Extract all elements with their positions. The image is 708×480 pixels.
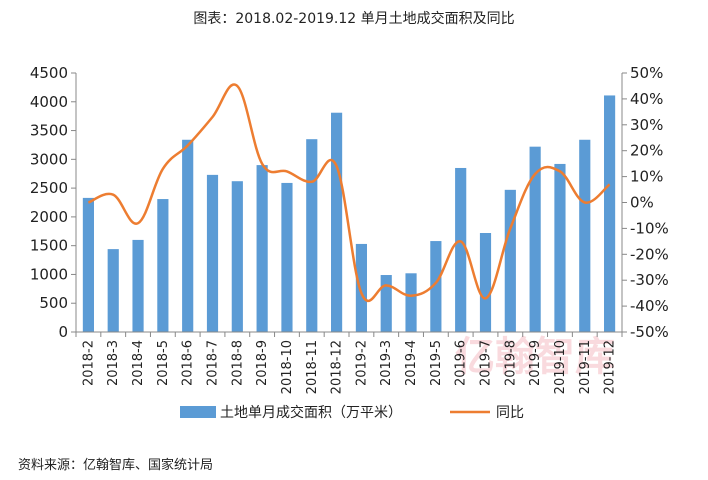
left-tick-label: 2000: [30, 208, 68, 226]
right-tick-label: 40%: [630, 90, 663, 108]
category-label: 2019-3: [379, 340, 394, 386]
watermark-text: 亿翰智库: [455, 334, 615, 380]
bar: [331, 112, 343, 332]
left-tick-label: 0: [58, 323, 68, 341]
bar: [82, 197, 94, 332]
bar: [504, 189, 516, 332]
category-label: 2018-7: [206, 340, 221, 386]
category-label: 2019-7: [479, 340, 494, 386]
left-tick-label: 4000: [30, 93, 68, 111]
category-label: 2019-12: [603, 340, 618, 394]
bar: [206, 174, 219, 332]
category-label: 2019-10: [553, 340, 568, 394]
legend-swatch-bar: [180, 406, 216, 418]
category-label: 2018-3: [106, 340, 121, 386]
chart-title: 图表：2018.02-2019.12 单月土地成交面积及同比: [193, 11, 515, 27]
bar: [579, 139, 591, 332]
category-label: 2019-9: [528, 340, 543, 386]
left-tick-label: 1500: [30, 237, 68, 255]
category-label: 2019-11: [578, 340, 593, 394]
category-labels: 2018-2 2018-3 2018-4 2018-5 2018-6 2018-7 2018…: [81, 340, 617, 394]
left-tick-label: 4500: [30, 64, 68, 82]
right-tick-label: 0%: [630, 194, 654, 212]
bar: [430, 241, 442, 332]
bar: [107, 249, 119, 332]
right-tick-label: 20%: [630, 142, 663, 160]
bar: [380, 275, 392, 332]
category-label: 2018-4: [131, 340, 146, 386]
bar: [529, 146, 541, 332]
category-label: 2019-6: [454, 340, 469, 386]
left-tick-label: 3000: [30, 150, 68, 168]
left-tick-label: 2500: [30, 179, 68, 197]
bar: [256, 165, 268, 332]
category-label: 2018-12: [330, 340, 345, 394]
bar: [132, 239, 144, 332]
legend-label-bar: 土地单月成交面积（万平米）: [220, 404, 402, 421]
bar: [157, 199, 169, 332]
right-tick-label: 50%: [630, 64, 663, 82]
category-label: 2019-8: [503, 340, 518, 386]
bar: [281, 182, 293, 332]
bar: [405, 273, 417, 332]
category-label: 2018-10: [280, 340, 295, 394]
bar: [231, 181, 243, 332]
category-label: 2018-6: [181, 340, 196, 386]
bar: [604, 95, 616, 333]
category-label: 2019-2: [354, 340, 369, 386]
bar: [479, 233, 492, 332]
left-tick-label: 3500: [30, 122, 68, 140]
left-tick-label: 1000: [30, 265, 68, 283]
axes: [71, 72, 627, 337]
bar: [554, 163, 566, 332]
bar: [455, 167, 467, 332]
category-label: 2019-5: [429, 340, 444, 386]
bar: [306, 139, 318, 332]
source-note: 资料来源：亿翰智库、国家统计局: [18, 458, 214, 473]
category-label: 2019-4: [404, 340, 419, 386]
left-tick-label: 500: [39, 294, 68, 312]
bar-series: [82, 95, 616, 333]
right-tick-label: -10%: [630, 219, 669, 237]
category-label: 2018-5: [156, 340, 171, 386]
legend: 土地单月成交面积（万平米） 同比: [180, 404, 524, 421]
right-tick-label: 30%: [630, 116, 663, 134]
right-axis-ticks: -50% -40% -30% -20% -10% 0% 10% 20% 30% 40% 50%: [630, 64, 669, 341]
right-tick-label: -50%: [630, 323, 669, 341]
category-label: 2018-2: [81, 340, 96, 386]
left-axis-ticks: 0 500 1000 1500 2000 2500 3000 3500 4000 4500: [30, 64, 68, 341]
right-tick-label: -30%: [630, 271, 669, 289]
category-label: 2018-11: [305, 340, 320, 394]
right-tick-label: 10%: [630, 168, 663, 186]
yoy-line: [87, 83, 611, 303]
right-tick-label: -20%: [630, 245, 669, 263]
right-tick-label: -40%: [630, 297, 669, 315]
category-label: 2018-8: [230, 340, 245, 386]
legend-label-line: 同比: [496, 405, 524, 421]
bar: [182, 139, 194, 332]
category-label: 2018-9: [255, 340, 270, 386]
bar: [355, 243, 367, 332]
